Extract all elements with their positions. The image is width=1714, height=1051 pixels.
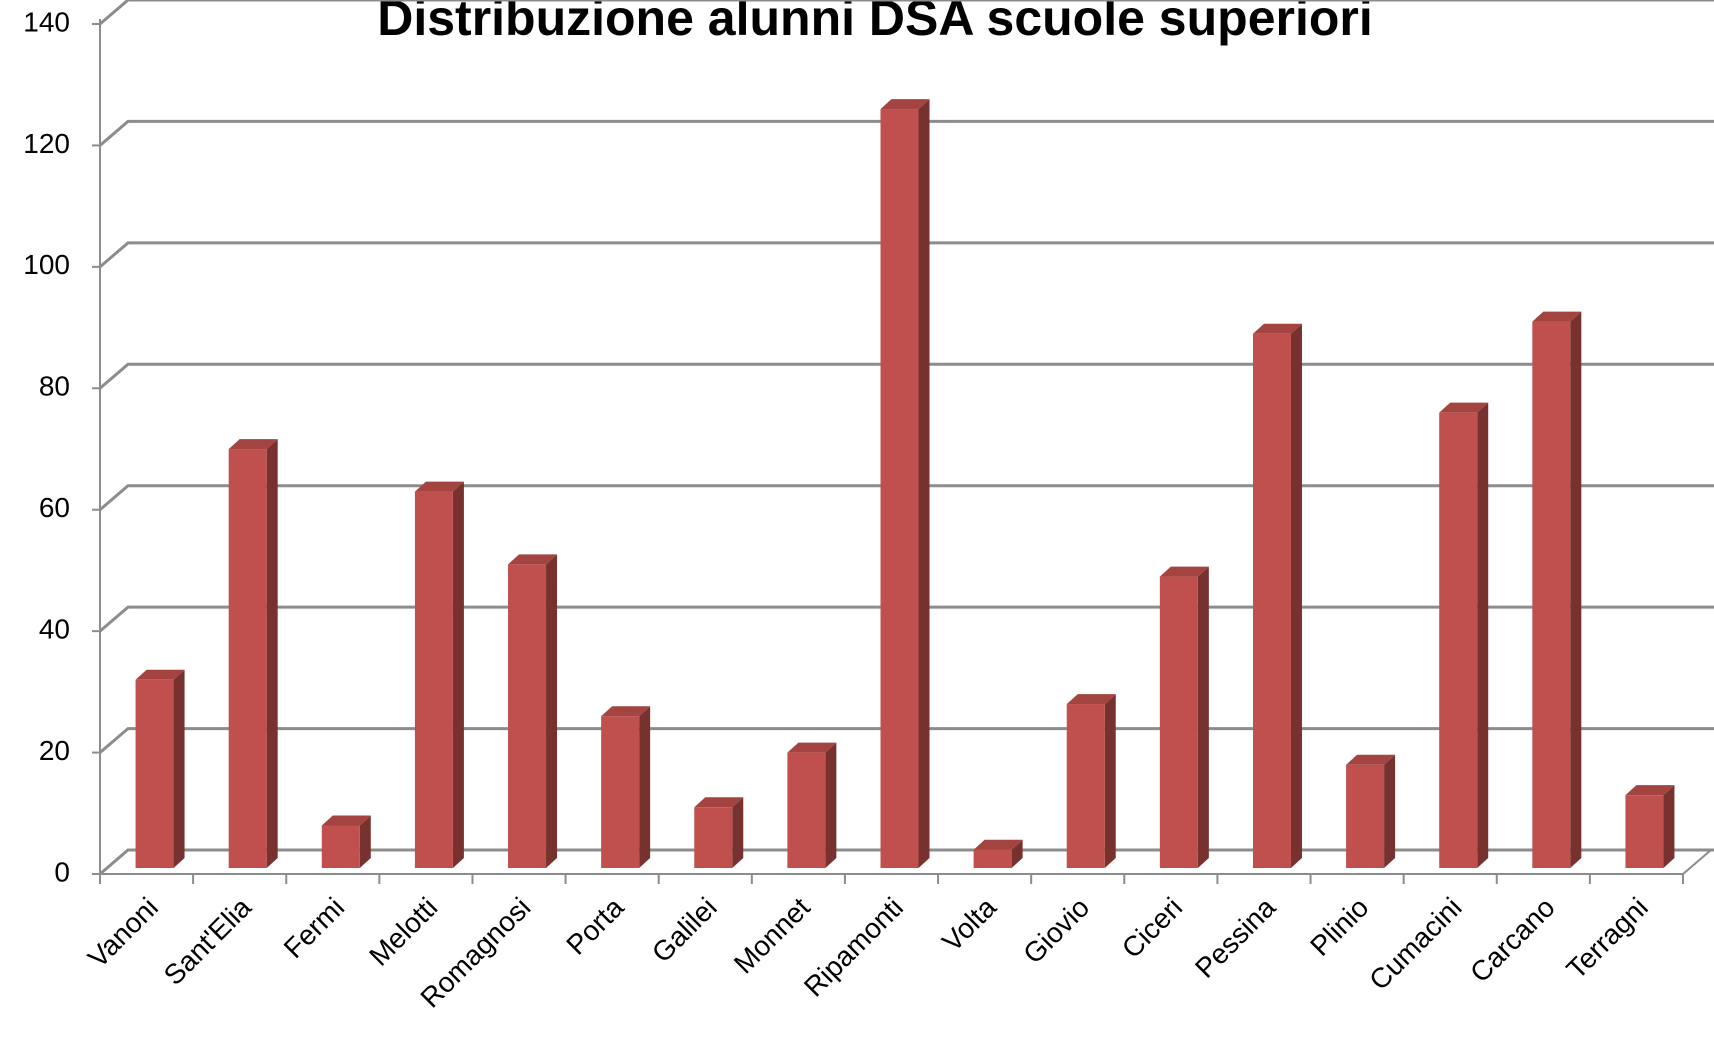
bar: [1532, 321, 1571, 869]
x-tick-label: Giovio: [1017, 892, 1095, 970]
y-tick-label: 140: [23, 6, 70, 37]
bar-top: [1532, 311, 1582, 322]
x-tick-label: Ciceri: [1116, 892, 1189, 965]
grid-line: [99, 484, 1714, 511]
y-tick-label: 40: [39, 614, 70, 645]
bar-side: [1197, 566, 1209, 868]
bar-side: [173, 669, 185, 868]
bar-top: [694, 797, 744, 808]
x-tick-label: Volta: [936, 891, 1002, 957]
bar: [787, 752, 826, 868]
bar-side: [266, 439, 278, 868]
y-tick-label: 100: [23, 249, 70, 280]
bar: [973, 849, 1012, 868]
grid-line: [99, 0, 1714, 26]
x-tick-label: Pessina: [1189, 891, 1282, 984]
grid-line: [99, 119, 1714, 147]
x-tick-label: Carcano: [1464, 892, 1561, 989]
bar-top: [1346, 754, 1396, 765]
grid-line: [99, 362, 1714, 390]
bar: [1346, 764, 1385, 868]
bar: [694, 807, 733, 868]
x-tick-label: Sant'Elia: [158, 891, 258, 991]
x-tick-label: Fermi: [278, 892, 351, 965]
bar-top: [321, 815, 371, 826]
bar: [321, 825, 360, 868]
bar-side: [1663, 785, 1675, 868]
chart-title: Distribuzione alunni DSA scuole superior…: [377, 0, 1373, 46]
x-tick-label: Vanoni: [82, 892, 164, 974]
bar-side: [825, 742, 837, 868]
x-tick-label: Porta: [560, 891, 630, 961]
bar-top: [228, 439, 278, 450]
x-tick-label: Monnet: [728, 891, 816, 979]
bar-top: [973, 839, 1023, 850]
bar: [414, 491, 453, 868]
x-tick-label: Terragni: [1560, 892, 1653, 985]
x-tick-label: Galilei: [646, 892, 723, 969]
bar-top: [1159, 566, 1209, 577]
bar-side: [1011, 839, 1023, 868]
bar-top: [601, 706, 651, 717]
bar: [1066, 704, 1105, 868]
bar-side: [546, 554, 558, 868]
x-tick-label: Cumacini: [1363, 892, 1467, 996]
y-tick-label: 20: [39, 735, 70, 766]
grid-line: [99, 241, 1714, 268]
bar: [508, 564, 547, 868]
bar: [1252, 333, 1291, 868]
bar-top: [787, 742, 837, 753]
bar-top: [1252, 323, 1302, 334]
bar-side: [1104, 694, 1116, 868]
bar: [228, 449, 267, 868]
bar-side: [732, 797, 744, 868]
bar: [1439, 412, 1478, 868]
bar-top: [880, 99, 930, 110]
bar-side: [1477, 402, 1489, 868]
bar-side: [452, 481, 464, 868]
y-tick-label: 0: [54, 856, 70, 887]
bar-side: [359, 815, 371, 868]
bar: [601, 716, 640, 868]
bar-side: [918, 99, 930, 869]
bar: [880, 109, 919, 869]
bar: [1159, 576, 1198, 868]
bar-top: [414, 481, 464, 492]
bar-top: [135, 669, 185, 680]
x-tick-label: Ripamonti: [798, 892, 909, 1003]
bar-side: [1290, 323, 1302, 868]
y-tick-label: 120: [23, 128, 70, 159]
bar: [1625, 795, 1664, 868]
bar-side: [1570, 311, 1582, 869]
bar-top: [1066, 694, 1116, 705]
bar-side: [1384, 754, 1396, 868]
bar-top: [1625, 785, 1675, 796]
bar: [135, 679, 174, 868]
bar-top: [508, 554, 558, 565]
y-tick-label: 60: [39, 492, 70, 523]
bar-side: [639, 706, 651, 868]
y-tick-label: 80: [39, 371, 70, 402]
x-tick-label: Melotti: [363, 892, 443, 972]
x-tick-label: Plinio: [1304, 892, 1374, 962]
bar-top: [1439, 402, 1489, 413]
